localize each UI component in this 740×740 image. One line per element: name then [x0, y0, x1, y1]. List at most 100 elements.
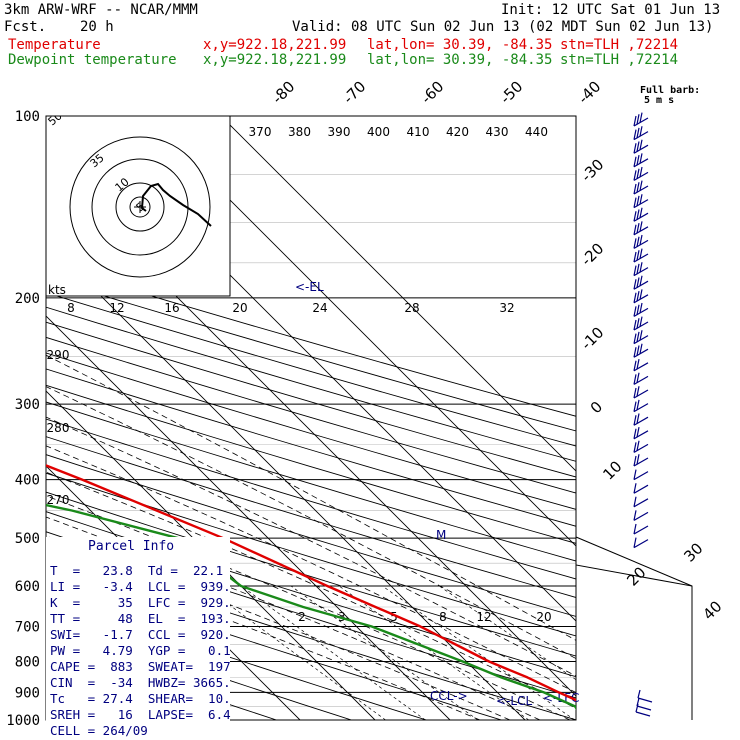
wind-barb-staff — [637, 697, 653, 703]
isotherm-label: -60 — [417, 77, 447, 107]
wind-barb-flag — [633, 510, 637, 521]
pressure-label: 200 — [15, 291, 40, 307]
dry-adiabat-line — [46, 263, 576, 417]
full-barb-units: 5 m s — [644, 95, 675, 106]
wind-barb-flag — [639, 194, 643, 205]
pressure-label: 400 — [15, 473, 40, 489]
wind-barb-flag — [633, 224, 637, 235]
hodograph: 5035105 — [46, 116, 212, 278]
wind-barb-flag — [633, 483, 637, 494]
wind-barb-flag — [633, 347, 637, 358]
wind-barb-flag — [639, 153, 643, 164]
sounding-series — [46, 464, 576, 711]
lfc-marker: <-LFC — [543, 691, 579, 705]
moist-adiabat-line — [46, 386, 576, 660]
wind-barb-flag — [639, 180, 643, 191]
wind-barb-flag — [633, 428, 637, 439]
isotherm-label: 10 — [599, 457, 625, 483]
isotherm-line — [46, 390, 376, 720]
wind-barb-icon — [633, 289, 649, 304]
dry-adiabat-line — [46, 491, 576, 657]
wind-barb-flag — [633, 251, 637, 263]
theta-e-label: 430 — [486, 125, 509, 139]
pressure-labels: 100 200 300 400 500 600 700 800 900 1000 — [6, 109, 40, 729]
mixing-ratio-line — [439, 585, 576, 681]
wind-barb-flag — [636, 318, 640, 329]
wind-barb-flag — [633, 197, 637, 208]
dry-adiabat-line — [46, 292, 576, 447]
wind-barb-staff — [633, 239, 649, 249]
isotherm-line — [145, 116, 576, 547]
parcel-row: TT = 48 EL = 193. — [50, 611, 231, 626]
wind-barb-flag — [633, 401, 637, 412]
temperature-latlon: lat,lon= 30.39, -84.35 — [367, 37, 553, 53]
isotherm-label: 30 — [680, 539, 706, 565]
wind-barb-staff — [633, 484, 649, 494]
theta-e-label: 410 — [407, 125, 430, 139]
isotherm-label: -30 — [577, 155, 607, 185]
dry-adiabat-line — [46, 321, 576, 478]
parcel-row: SWI= -1.7 CCL = 920. — [50, 627, 231, 642]
parcel-row: PW = 4.79 YGP = 0.1 — [50, 643, 231, 658]
wind-barb-staff — [633, 539, 649, 549]
wind-barb-icon — [633, 207, 649, 222]
mixing-ratio-line — [241, 585, 426, 720]
wind-barb-staff — [633, 389, 649, 399]
wind-barb-flag — [636, 209, 640, 220]
hodograph-ring — [69, 136, 211, 278]
isotherm-label: -70 — [339, 77, 369, 107]
isotherm-label: -50 — [496, 77, 526, 107]
wind-barb-staff — [636, 705, 652, 711]
wind-barb-flag — [639, 112, 643, 123]
wind-barb-icon — [633, 469, 649, 481]
isotherm-label: -10 — [577, 323, 607, 353]
moist-adiabat-line — [46, 471, 576, 709]
wind-barb-flag — [639, 207, 643, 218]
wind-barb-flag — [636, 250, 640, 261]
wind-barb-icon — [633, 248, 649, 263]
wind-barb-flag — [633, 170, 637, 181]
temperature-xy: x,y=922.18,221.99 — [203, 37, 347, 53]
wind-barb-flag — [636, 386, 640, 397]
wind-barb-flag — [636, 304, 640, 315]
wind-barb-staff — [633, 212, 649, 222]
wind-barb-flag — [636, 372, 640, 383]
parcel-row: K = 35 LFC = 929. — [50, 595, 231, 610]
wind-barb-flag — [636, 399, 640, 411]
wind-barb-flag — [633, 238, 637, 249]
wind-barb-staff — [633, 171, 649, 181]
wind-barb-staff — [633, 416, 649, 426]
wind-barb-icon — [633, 330, 649, 345]
wind-barb-flag — [639, 221, 643, 232]
dewpoint-line — [46, 503, 576, 711]
theta-label: 270 — [47, 493, 70, 507]
theta-label: 290 — [47, 348, 70, 362]
wind-barb-staff — [633, 498, 649, 508]
parcel-row: LI = -3.4 LCL = 939. — [50, 579, 231, 594]
wind-barb-flag — [636, 454, 640, 465]
wind-barb-icon — [633, 234, 649, 249]
wind-barb-icon — [637, 689, 653, 703]
parcel-row: CAPE = 883 SWEAT= 197 — [50, 659, 231, 674]
dry-adiabat-line — [46, 436, 576, 598]
chart-frame — [45, 115, 693, 721]
wind-barb-flag — [639, 275, 643, 286]
dry-adiabat-line — [46, 595, 427, 720]
theta-label: 280 — [47, 421, 70, 435]
wind-barb-icon — [633, 426, 649, 440]
wind-barb-flag — [639, 262, 643, 273]
wind-barb-staff — [633, 362, 649, 372]
valid-time: Valid: 08 UTC Sun 02 Jun 13 (02 MDT Sun … — [292, 19, 714, 35]
isotherm-label: -80 — [268, 77, 298, 107]
wind-speed-label: 12 — [109, 301, 124, 315]
hodograph-ring — [115, 182, 165, 232]
dewpoint-station: stn=TLH ,72214 — [560, 52, 679, 68]
mixing-ratio-label: 12 — [476, 610, 491, 624]
wind-barb-flag — [639, 234, 643, 246]
init-time: Init: 12 UTC Sat 01 Jun 13 — [501, 2, 721, 18]
wind-barb-staff — [633, 117, 649, 127]
isotherm-label: 20 — [623, 563, 649, 589]
wind-barb-flag — [635, 703, 639, 713]
wind-barb-flag — [633, 387, 637, 399]
wind-barb-flag — [633, 469, 637, 480]
